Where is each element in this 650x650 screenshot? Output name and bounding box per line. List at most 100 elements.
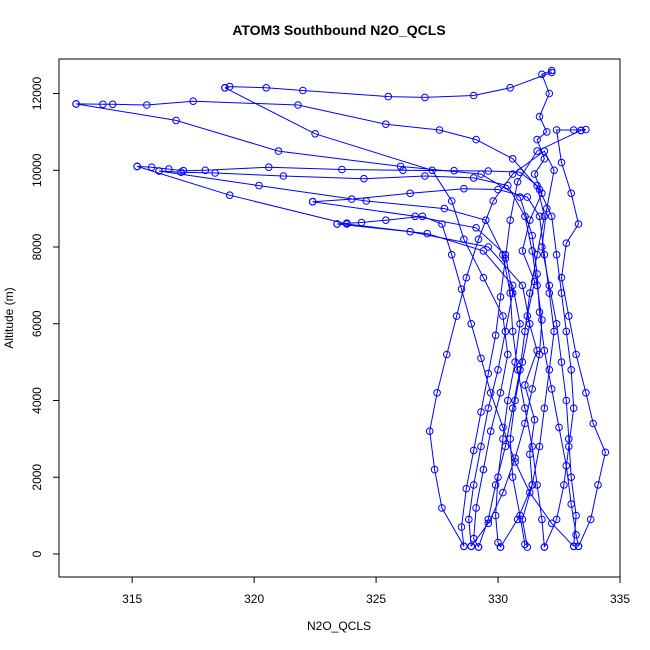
x-axis: 315 320 325 330 335 [122,577,630,606]
data-point [472,504,480,512]
data-point [538,316,546,324]
data-point [347,195,356,203]
data-point [547,385,556,393]
data-point [438,504,446,512]
plot-frame [58,58,621,578]
data-point [540,155,549,163]
data-point [545,89,554,98]
data-point [501,254,510,263]
data-point [511,454,519,462]
data-point [535,185,544,194]
data-point [294,101,302,109]
data-point [421,93,429,102]
data-point [535,112,544,121]
data-point [486,427,495,436]
data-point [565,312,573,320]
data-point [567,473,576,482]
data-point [474,235,483,244]
x-axis-label: N2O_QCLS [307,619,371,633]
data-point [477,170,485,178]
data-point [499,250,507,259]
data-point [460,542,468,551]
data-point [508,404,517,413]
series-line [429,150,577,547]
data-point [494,366,502,374]
data-point [499,423,507,432]
data-point [582,125,590,134]
data-point [535,350,544,359]
data-point [565,435,573,443]
data-point [72,100,80,108]
series-line [224,87,509,548]
data-point [521,404,529,413]
data-point [530,415,539,424]
data-point [528,442,537,451]
series-line [312,201,514,547]
plot-lines [76,70,606,548]
data-point [274,147,283,155]
data-point [538,70,546,79]
series-line [521,70,552,548]
data-point [540,543,549,551]
data-point [516,511,524,520]
data-point [499,312,507,320]
data-point [528,231,537,240]
y-tick-label: 6000 [30,310,44,337]
data-point [384,92,393,101]
data-point [506,84,515,92]
data-point [460,184,468,193]
data-point [501,250,510,259]
data-point [469,534,478,543]
data-point [338,165,346,174]
data-point [494,538,502,547]
data-point [477,442,485,451]
data-point [477,408,485,416]
data-point [469,446,478,455]
data-point [526,289,534,297]
data-point [177,168,185,176]
data-point [469,91,478,100]
data-point [189,97,197,105]
y-axis: 0 2000 4000 6000 8000 10000 12000 [30,77,59,557]
data-point [574,220,583,228]
data-point [484,519,493,528]
data-point [523,193,532,201]
series-line [136,165,521,548]
data-point [562,239,571,247]
data-point [518,247,527,255]
data-point [438,220,446,228]
data-point [479,273,488,282]
data-point [465,515,473,524]
y-tick-label: 2000 [30,464,44,491]
data-point [521,381,529,389]
y-tick-label: 12000 [30,77,44,111]
data-point [399,166,407,175]
series-line [460,129,582,547]
data-point [582,389,590,397]
data-point [538,189,546,198]
data-point [557,273,566,282]
data-point [423,229,432,238]
data-point [577,126,585,135]
data-point [508,473,517,482]
data-point [533,147,541,155]
data-point [201,166,210,175]
data-point [535,212,544,221]
data-point [569,542,578,551]
data-point [518,515,527,524]
data-point [555,423,563,432]
x-tick-label: 320 [244,592,264,606]
data-point [486,389,495,397]
data-point [472,135,480,144]
data-point [382,120,390,128]
data-point [428,166,437,175]
data-point [574,542,583,551]
series-line [137,165,545,548]
data-point [543,128,551,136]
data-point [501,327,510,336]
data-point [550,166,558,175]
series-line [337,215,575,547]
data-point [533,270,541,278]
data-point [516,193,524,201]
data-point [557,158,566,167]
